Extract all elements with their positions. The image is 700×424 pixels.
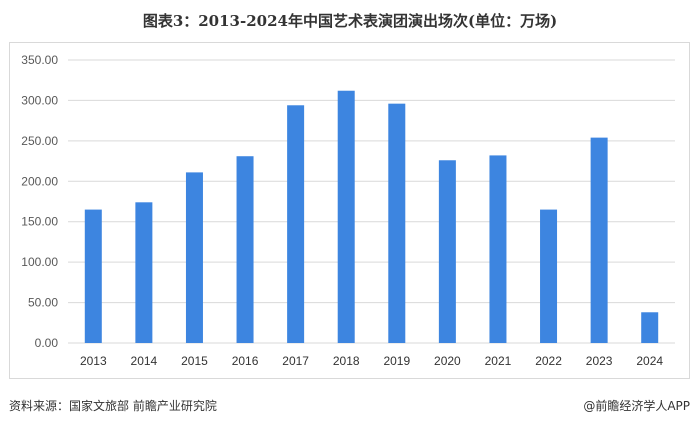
y-tick-label: 150.00: [21, 215, 58, 229]
x-tick-label: 2014: [131, 354, 158, 368]
y-tick-label: 50.00: [28, 296, 58, 310]
x-tick-label: 2023: [586, 354, 613, 368]
x-tick-label: 2013: [80, 354, 107, 368]
source-note: 资料来源：国家文旅部 前瞻产业研究院: [9, 399, 217, 413]
y-tick-label: 200.00: [21, 174, 58, 188]
x-tick-label: 2020: [434, 354, 461, 368]
y-tick-label: 100.00: [21, 255, 58, 269]
bar-2014: [135, 202, 153, 343]
y-tick-label: 250.00: [21, 134, 58, 148]
x-tick-label: 2024: [636, 354, 663, 368]
bar-2023: [590, 137, 608, 343]
y-tick-label: 0.00: [35, 336, 59, 350]
x-tick-label: 2017: [282, 354, 309, 368]
bar-2018: [337, 90, 355, 344]
x-tick-label: 2022: [535, 354, 562, 368]
x-tick-label: 2019: [383, 354, 410, 368]
bar-2021: [489, 155, 507, 343]
brand-label: @前瞻经济学人APP: [583, 399, 690, 413]
bar-2016: [236, 156, 254, 343]
bar-2013: [84, 209, 102, 343]
bar-2019: [388, 103, 406, 343]
bar-2024: [641, 312, 659, 343]
chart-frame: [9, 42, 690, 379]
x-tick-label: 2018: [333, 354, 360, 368]
chart-title: 图表3：2013-2024年中国艺术表演团演出场次(单位：万场): [142, 12, 558, 30]
x-tick-label: 2016: [232, 354, 259, 368]
bar-2017: [287, 105, 305, 343]
x-tick-label: 2015: [181, 354, 208, 368]
y-tick-label: 300.00: [21, 93, 58, 107]
bar-2020: [438, 160, 456, 343]
x-tick-label: 2021: [485, 354, 512, 368]
bar-2015: [185, 172, 203, 343]
bar-2022: [540, 209, 558, 343]
y-tick-label: 350.00: [21, 53, 58, 67]
